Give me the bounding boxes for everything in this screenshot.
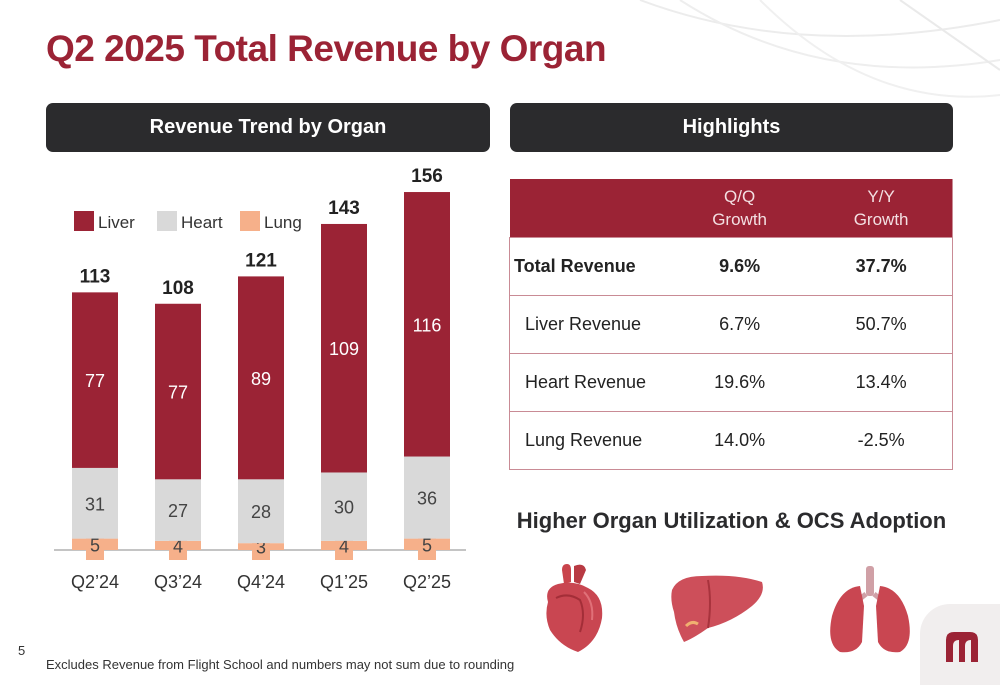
heart-data-label: 36 [417,489,437,509]
liver-data-label: 77 [85,371,105,391]
heart-data-label: 31 [85,494,105,514]
lung-label-bg [335,538,353,560]
row-yy: 13.4% [810,353,954,412]
legend-label-lung: Lung [264,213,302,232]
liver-data-label: 109 [329,339,359,359]
lung-label-bg [418,536,436,560]
liver-data-label: 89 [251,369,271,389]
x-tick-label: Q2’25 [403,572,451,592]
heart-data-label: 30 [334,498,354,518]
heart-bar-segment [321,472,367,541]
lung-data-label: 4 [339,536,349,556]
total-label: 108 [162,278,194,299]
total-label: 143 [328,198,360,219]
x-tick-label: Q1’25 [320,572,368,592]
page-number: 5 [18,643,26,658]
lung-label-bg [169,538,187,560]
lung-label-bg [252,541,270,560]
row-qq: 6.7% [669,295,811,354]
total-label: 156 [411,166,443,187]
table-row: Lung Revenue 14.0% -2.5% [509,411,954,470]
row-yy: -2.5% [810,411,954,470]
heart-data-label: 28 [251,502,271,522]
row-label: Total Revenue [509,237,669,296]
footnote: Excludes Revenue from Flight School and … [46,657,515,672]
revenue-stacked-bar-chart: 5 31 77 113 Q2’24 4 27 77 108 Q3’24 3 28 89 121 Q4’24 4… [54,166,466,592]
highlights-table: Q/Q Growth Y/Y Growth Total Revenue 9.6%… [509,179,954,470]
liver-bar-segment [321,223,367,473]
table-header-qq: Q/Q Growth [669,179,811,238]
liver-icon [671,575,763,642]
heart-data-label: 27 [168,501,188,521]
legend-label-heart: Heart [181,213,223,232]
row-yy: 50.7% [810,295,954,354]
liver-bar-segment [404,192,450,457]
utilization-subheading: Higher Organ Utilization & OCS Adoption [516,508,947,533]
heart-icon [546,564,603,652]
company-logo [920,604,1000,685]
lung-data-label: 3 [256,538,266,558]
legend-swatch-liver [74,211,94,231]
highlights-header: Highlights [510,103,953,152]
liver-data-label: 116 [413,315,442,335]
total-label: 121 [245,250,277,271]
background-decoration [639,0,1000,98]
row-label: Liver Revenue [509,295,669,354]
x-tick-label: Q4’24 [237,572,285,592]
heart-bar-segment [72,467,118,539]
total-label: 113 [80,266,111,287]
lung-data-label: 5 [90,535,100,555]
page-title: Q2 2025 Total Revenue by Organ [46,28,607,69]
x-tick-label: Q2’24 [71,572,119,592]
row-qq: 9.6% [669,237,811,296]
legend-swatch-heart [157,211,177,231]
row-label: Lung Revenue [509,411,669,470]
heart-bar-segment [155,479,201,541]
legend-label-liver: Liver [98,213,135,232]
lung-data-label: 4 [173,536,183,556]
table-header-row: Q/Q Growth Y/Y Growth [509,179,954,238]
liver-bar-segment [155,303,201,480]
lung-data-label: 5 [422,535,432,555]
liver-data-label: 77 [168,383,188,403]
table-row: Liver Revenue 6.7% 50.7% [509,295,954,354]
legend-swatch-lung [240,211,260,231]
liver-bar-segment [72,292,118,468]
row-label: Heart Revenue [509,353,669,412]
lungs-icon [830,566,910,653]
table-row: Total Revenue 9.6% 37.7% [509,237,954,296]
table-row: Heart Revenue 19.6% 13.4% [509,353,954,412]
lung-label-bg [86,536,104,560]
x-tick-label: Q3’24 [154,572,202,592]
row-qq: 14.0% [669,411,811,470]
table-header-yy: Y/Y Growth [810,179,954,238]
liver-bar-segment [238,276,284,480]
table-header-blank [509,179,669,238]
row-qq: 19.6% [669,353,811,412]
heart-bar-segment [238,479,284,544]
row-yy: 37.7% [810,237,954,296]
revenue-trend-header: Revenue Trend by Organ [46,103,490,152]
heart-bar-segment [404,456,450,539]
